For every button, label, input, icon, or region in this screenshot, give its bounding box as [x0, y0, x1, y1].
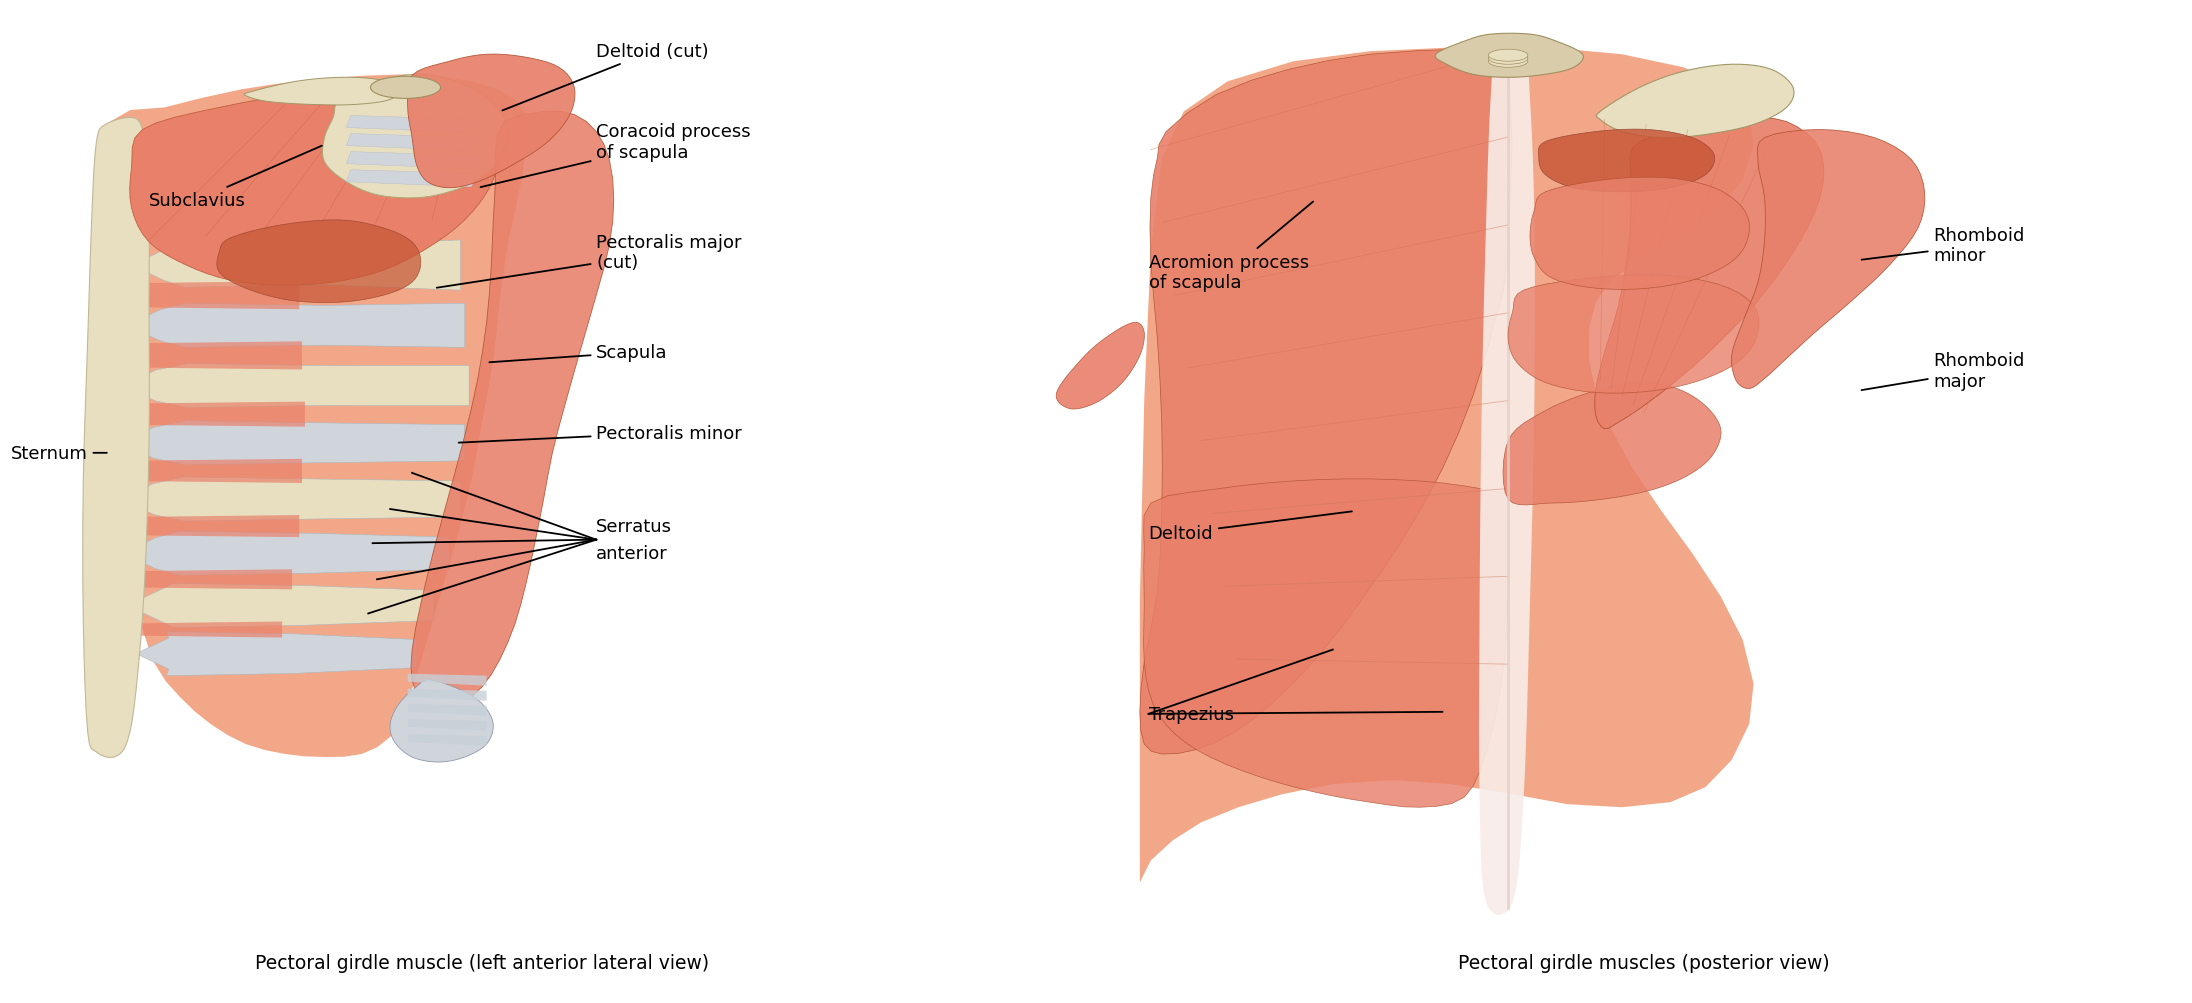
- Polygon shape: [1436, 34, 1583, 78]
- Text: Acromion process
of scapula: Acromion process of scapula: [1149, 203, 1313, 292]
- Ellipse shape: [370, 77, 441, 99]
- Polygon shape: [1140, 37, 1512, 754]
- Text: Rhomboid
minor: Rhomboid minor: [1861, 227, 2025, 265]
- Polygon shape: [1480, 42, 1534, 915]
- Text: Sternum: Sternum: [11, 444, 107, 462]
- Polygon shape: [123, 402, 305, 427]
- Polygon shape: [99, 75, 526, 757]
- Text: Pectoral girdle muscles (posterior view): Pectoral girdle muscles (posterior view): [1458, 954, 1830, 972]
- Polygon shape: [346, 171, 478, 188]
- Text: Coracoid process
of scapula: Coracoid process of scapula: [480, 123, 752, 188]
- Polygon shape: [123, 570, 292, 590]
- Polygon shape: [1057, 323, 1144, 409]
- Text: Rhomboid
major: Rhomboid major: [1861, 352, 2025, 391]
- Polygon shape: [217, 221, 421, 303]
- Polygon shape: [127, 622, 283, 638]
- Polygon shape: [408, 689, 487, 701]
- Polygon shape: [1530, 178, 1749, 290]
- Polygon shape: [127, 342, 302, 370]
- Ellipse shape: [1488, 53, 1528, 65]
- Polygon shape: [390, 680, 493, 762]
- Polygon shape: [127, 584, 434, 628]
- Ellipse shape: [1488, 50, 1528, 62]
- Text: anterior: anterior: [596, 545, 669, 563]
- Polygon shape: [1596, 118, 1824, 429]
- Text: Serratus: Serratus: [596, 518, 673, 536]
- Polygon shape: [408, 704, 487, 716]
- Polygon shape: [132, 282, 298, 310]
- Polygon shape: [1008, 0, 2192, 1003]
- Polygon shape: [136, 632, 416, 676]
- Polygon shape: [1140, 48, 1754, 903]
- Polygon shape: [346, 152, 478, 170]
- Polygon shape: [346, 134, 478, 151]
- Polygon shape: [408, 674, 487, 686]
- Polygon shape: [1504, 383, 1721, 506]
- Polygon shape: [132, 241, 460, 291]
- Polygon shape: [408, 734, 487, 746]
- Polygon shape: [123, 364, 469, 408]
- Text: Subclavius: Subclavius: [149, 146, 322, 210]
- Polygon shape: [121, 421, 465, 465]
- Polygon shape: [408, 55, 574, 189]
- Text: Scapula: Scapula: [489, 344, 669, 363]
- Text: Deltoid: Deltoid: [1149, 512, 1352, 543]
- Polygon shape: [127, 304, 465, 348]
- Polygon shape: [83, 118, 149, 758]
- Polygon shape: [1508, 276, 1758, 394]
- Polygon shape: [129, 90, 500, 286]
- Polygon shape: [121, 516, 298, 538]
- Polygon shape: [0, 0, 964, 1003]
- Polygon shape: [408, 719, 487, 731]
- Polygon shape: [1596, 65, 1793, 138]
- Polygon shape: [1144, 479, 1508, 807]
- Polygon shape: [1539, 130, 1714, 193]
- Polygon shape: [121, 459, 302, 483]
- Text: Pectoralis minor: Pectoralis minor: [458, 424, 741, 443]
- Text: Pectoralis major
(cut): Pectoralis major (cut): [436, 234, 741, 289]
- Polygon shape: [123, 532, 449, 576]
- Text: Trapezius: Trapezius: [1149, 705, 1234, 723]
- Polygon shape: [243, 78, 399, 105]
- Text: Pectoral girdle muscle (left anterior lateral view): Pectoral girdle muscle (left anterior la…: [254, 954, 710, 972]
- Polygon shape: [322, 75, 509, 199]
- Polygon shape: [121, 477, 460, 522]
- Polygon shape: [346, 116, 478, 133]
- Text: Deltoid (cut): Deltoid (cut): [502, 43, 708, 111]
- Ellipse shape: [1488, 56, 1528, 68]
- Polygon shape: [412, 112, 614, 707]
- Polygon shape: [1732, 130, 1925, 389]
